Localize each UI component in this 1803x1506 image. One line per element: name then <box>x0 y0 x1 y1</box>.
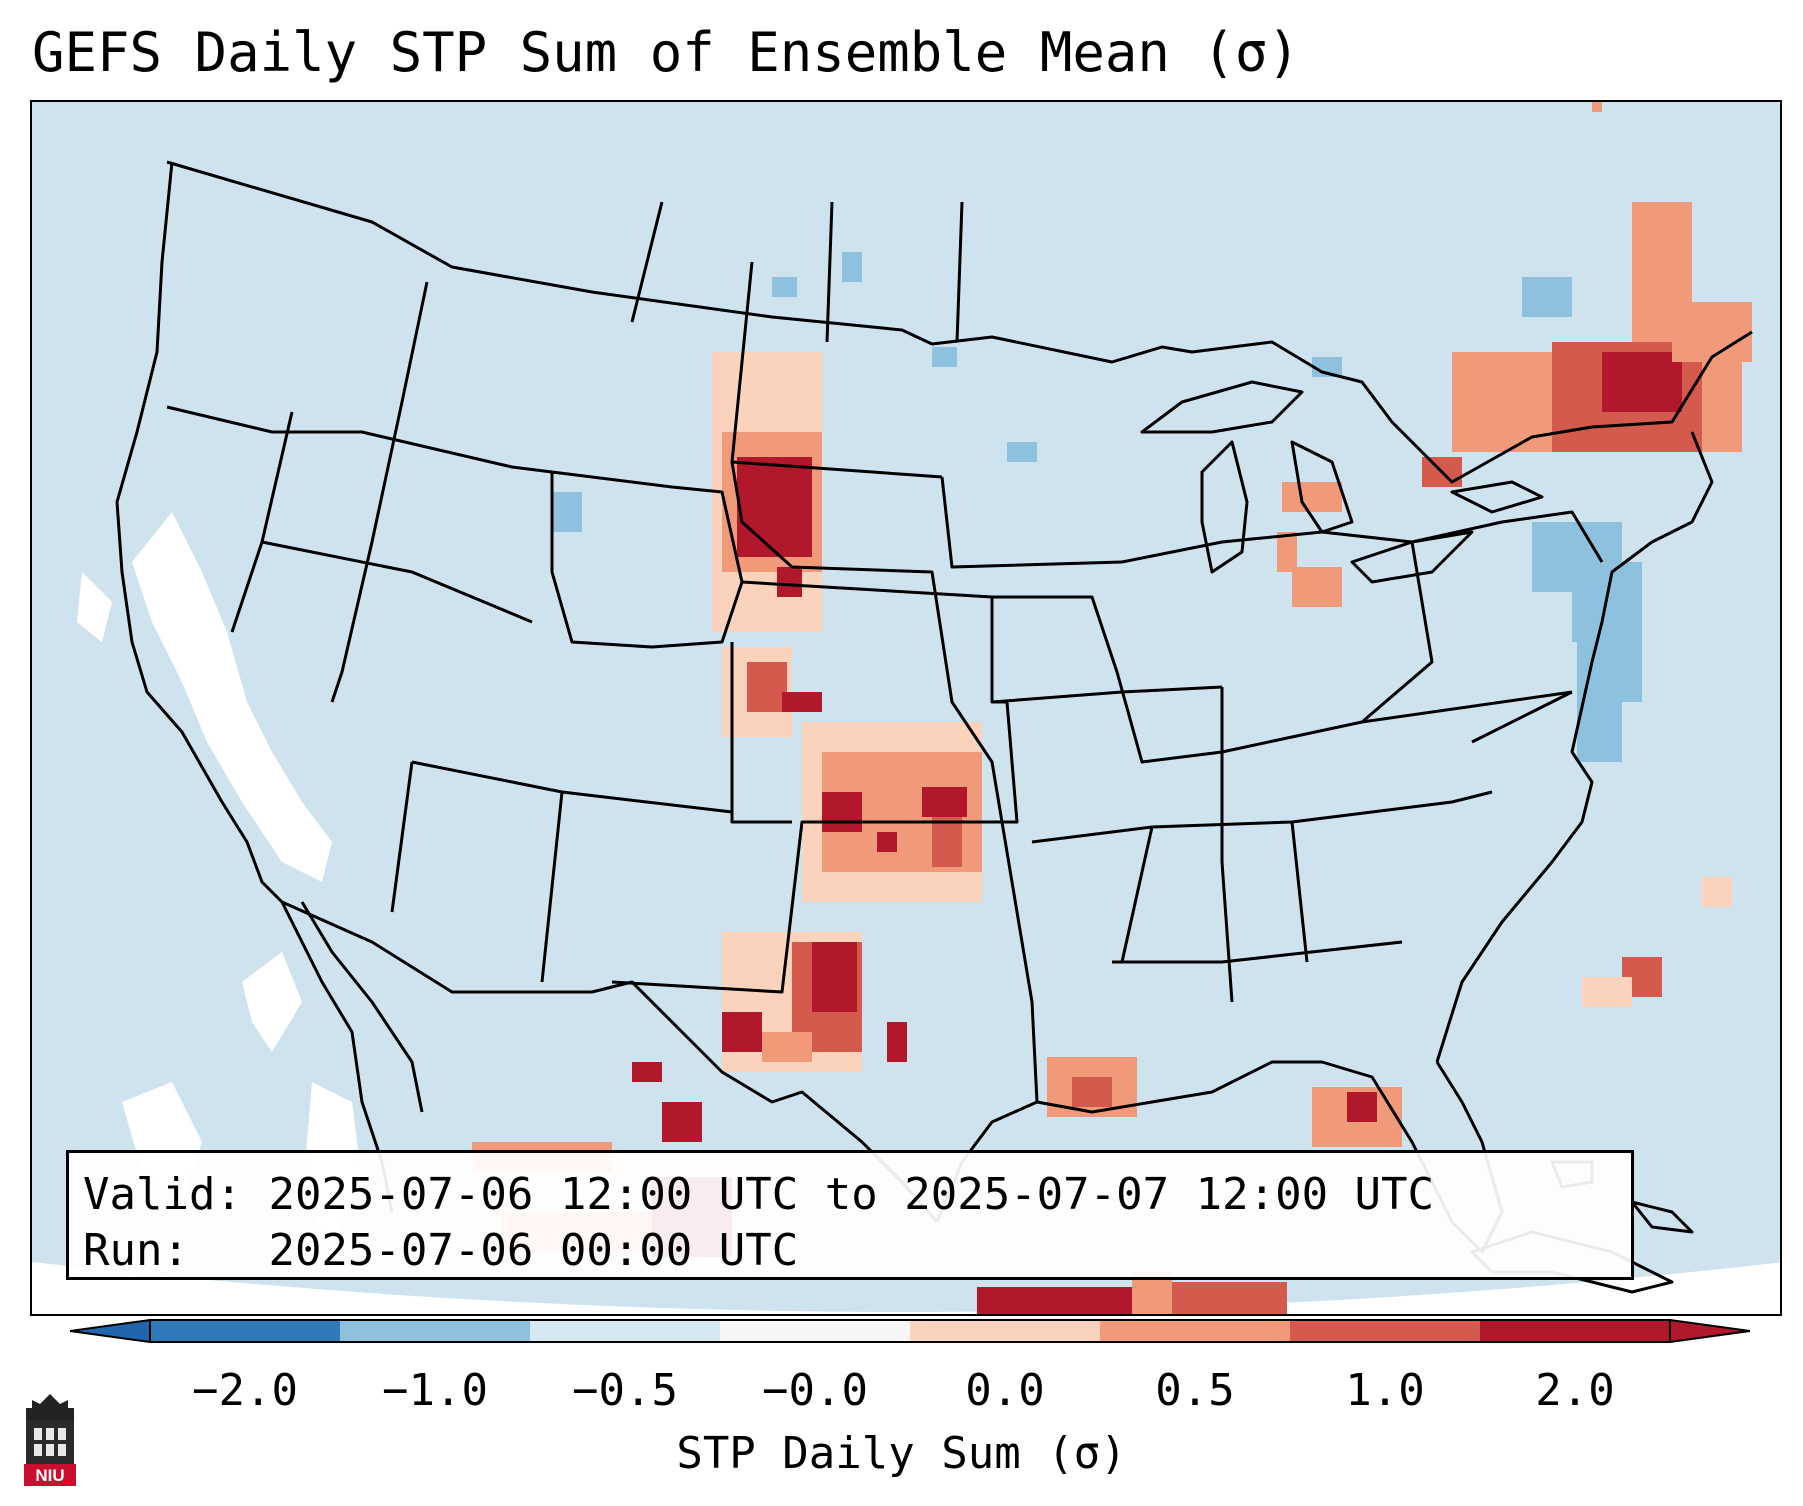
colorbar-tick-label: 0.5 <box>1155 1365 1235 1416</box>
colorbar-segment <box>910 1320 1101 1342</box>
negative-anomaly-field <box>552 252 1642 762</box>
colorbar-tick-label: −0.0 <box>762 1365 868 1416</box>
niu-logo: NIU <box>24 1394 76 1486</box>
map-canvas <box>32 102 1780 1314</box>
colorbar-tick-label: 2.0 <box>1535 1365 1615 1416</box>
valid-row: Valid: 2025-07-06 12:00 UTC to 2025-07-0… <box>83 1167 1617 1223</box>
run-row: Run: 2025-07-06 00:00 UTC <box>83 1223 1617 1279</box>
colorbar-segment <box>1480 1320 1671 1342</box>
colorbar-segment <box>530 1320 721 1342</box>
colorbar-frame <box>149 1319 1671 1343</box>
colorbar-segment <box>1100 1320 1291 1342</box>
colorbar-tick-label: −1.0 <box>382 1365 488 1416</box>
valid-value: 2025-07-06 12:00 UTC to 2025-07-07 12:00… <box>268 1169 1435 1220</box>
logo-text: NIU <box>35 1466 64 1485</box>
colorbar-tick-label: −2.0 <box>192 1365 298 1416</box>
info-box: Valid: 2025-07-06 12:00 UTC to 2025-07-0… <box>66 1150 1634 1280</box>
projection-edge <box>32 1262 1780 1314</box>
colorbar-segment <box>720 1320 911 1342</box>
colorbar-extend-high <box>1669 1318 1750 1344</box>
colorbar-extend-low <box>70 1318 151 1344</box>
run-value: 2025-07-06 00:00 UTC <box>268 1225 799 1276</box>
run-label: Run: <box>83 1225 189 1276</box>
colorbar-segment <box>150 1320 341 1342</box>
valid-label: Valid: <box>83 1169 242 1220</box>
colorbar-tick-label: 0.0 <box>965 1365 1045 1416</box>
colorbar-tick-label: 1.0 <box>1345 1365 1425 1416</box>
positive-anomaly-field <box>472 102 1752 1314</box>
colorbar-segment <box>340 1320 531 1342</box>
colorbar-ticks: −2.0 −1.0 −0.5 −0.0 0.0 0.5 1.0 2.0 <box>0 1365 1803 1425</box>
colorbar <box>70 1318 1750 1344</box>
chart-title: GEFS Daily STP Sum of Ensemble Mean (σ) <box>32 21 1300 84</box>
colorbar-label: STP Daily Sum (σ) <box>676 1428 1127 1479</box>
colorbar-tick-label: −0.5 <box>572 1365 678 1416</box>
colorbar-segment <box>1290 1320 1481 1342</box>
map-panel <box>30 100 1782 1316</box>
